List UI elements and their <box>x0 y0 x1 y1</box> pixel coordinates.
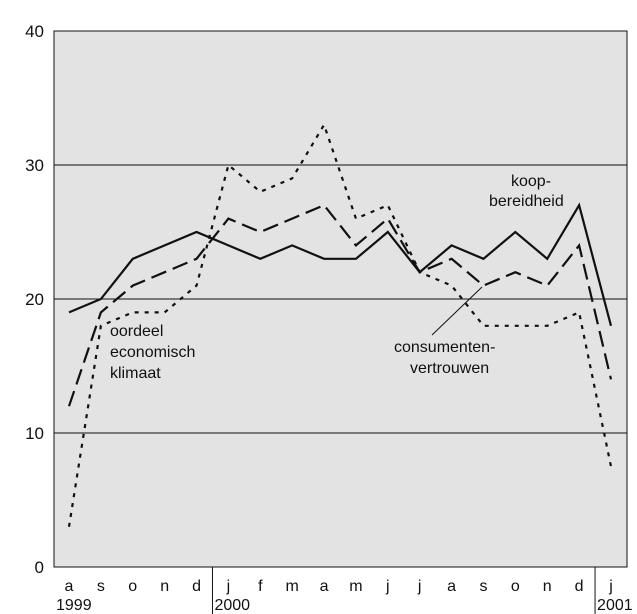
annotation-line: koop- <box>511 173 551 190</box>
year-labels: 1999 2000 2001 <box>56 597 633 614</box>
x-tick-label: a <box>447 578 456 595</box>
annotation-line: klimaat <box>110 365 161 382</box>
x-tick-label: s <box>479 578 487 595</box>
annotation-koopbereidheid: koop- bereidheid <box>489 173 564 210</box>
x-tick-label: a <box>65 578 74 595</box>
year-label: 2001 <box>597 597 633 614</box>
series-lines <box>67 122 613 527</box>
x-tick-label: j <box>417 578 422 595</box>
x-tick-label: m <box>349 578 362 595</box>
x-tick-label: n <box>160 578 169 595</box>
y-axis-ticks: 0 10 20 30 40 <box>25 22 44 577</box>
x-tick-label: n <box>543 578 552 595</box>
annotation-line: bereidheid <box>489 193 564 210</box>
annotation-leader-line <box>431 286 483 336</box>
x-tick-label: o <box>511 578 520 595</box>
series-line-solid <box>68 202 613 327</box>
y-tick-label: 0 <box>35 558 44 577</box>
year-separators <box>211 567 596 614</box>
x-tick-label: d <box>192 578 201 595</box>
annotation-line: vertrouwen <box>410 360 489 377</box>
annotation-oordeel-economisch-klimaat: oordeel economisch klimaat <box>110 323 195 382</box>
y-tick-label: 10 <box>25 424 44 443</box>
x-tick-label: m <box>286 578 299 595</box>
y-tick-label: 40 <box>25 22 44 41</box>
x-tick-label: d <box>575 578 584 595</box>
x-tick-label: s <box>97 578 105 595</box>
annotation-line: economisch <box>110 344 195 361</box>
series-line-dashed <box>67 203 613 407</box>
x-tick-label: f <box>258 578 263 595</box>
x-tick-label: j <box>385 578 390 595</box>
x-tick-label: j <box>226 578 231 595</box>
annotation-line: consumenten- <box>394 339 495 356</box>
year-label: 2000 <box>214 597 250 614</box>
x-tick-label: a <box>320 578 329 595</box>
grid-lines <box>54 164 627 434</box>
x-tick-label: o <box>128 578 137 595</box>
annotation-line: oordeel <box>110 323 163 340</box>
year-label: 1999 <box>56 597 92 614</box>
annotation-consumentenvertrouwen: consumenten- vertrouwen <box>394 286 495 377</box>
y-tick-label: 30 <box>25 156 44 175</box>
x-tick-label: j <box>608 578 613 595</box>
y-tick-label: 20 <box>25 290 44 309</box>
